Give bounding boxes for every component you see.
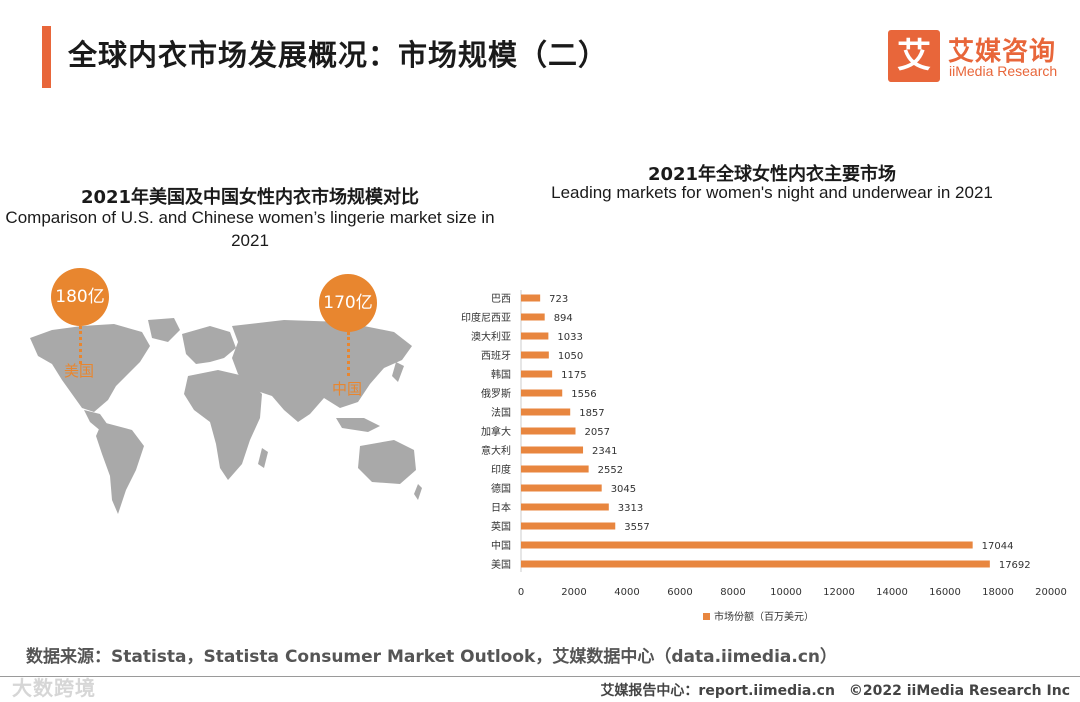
category-label: 德国 <box>491 482 511 495</box>
logo-mark-box <box>888 30 940 82</box>
x-tick-label: 8000 <box>720 587 745 598</box>
category-label: 印度 <box>491 463 511 476</box>
bar <box>521 541 973 549</box>
south-america-shape <box>96 422 144 514</box>
us-map-label: 美国 <box>64 362 95 380</box>
data-label: 723 <box>549 294 568 305</box>
bar <box>521 332 549 340</box>
china-market-size-bubble: 170亿 <box>319 274 377 332</box>
category-label: 俄罗斯 <box>481 387 511 400</box>
category-label: 英国 <box>491 520 511 533</box>
legend-swatch <box>703 613 710 620</box>
category-label: 西班牙 <box>481 350 511 362</box>
footer-divider <box>0 676 1080 677</box>
data-label: 2341 <box>592 446 617 457</box>
category-label: 法国 <box>491 406 511 419</box>
data-label: 3045 <box>611 484 636 495</box>
category-label: 美国 <box>491 558 511 571</box>
asia-shape <box>232 320 412 422</box>
europe-shape <box>182 326 236 364</box>
data-label: 2552 <box>598 465 623 476</box>
category-label: 韩国 <box>491 368 511 381</box>
china-pointer-line <box>347 332 350 376</box>
data-label: 2057 <box>585 427 610 438</box>
right-chart-title-en: Leading markets for women's night and un… <box>551 183 993 202</box>
data-label: 3557 <box>624 522 649 533</box>
x-tick-label: 4000 <box>614 587 639 598</box>
x-tick-label: 10000 <box>770 587 802 598</box>
left-chart-title-cn: 2021年美国及中国女性内衣市场规模对比 <box>80 187 420 208</box>
bar <box>521 408 571 416</box>
category-label: 中国 <box>491 539 511 552</box>
footer-credit: 艾媒报告中心：report.iimedia.cn ©2022 iiMedia R… <box>600 683 1070 699</box>
bar <box>521 294 541 302</box>
right-chart-title-cn: 2021年全球女性内衣主要市场 <box>647 164 897 185</box>
bar <box>521 560 990 568</box>
data-label: 17044 <box>982 541 1014 552</box>
x-tick-label: 2000 <box>561 587 586 598</box>
title-accent-bar <box>42 26 51 88</box>
japan-shape <box>392 362 404 382</box>
bar <box>521 351 549 359</box>
madagascar-shape <box>258 448 268 468</box>
x-tick-label: 12000 <box>823 587 855 598</box>
bar <box>521 427 576 435</box>
us-market-size-bubble: 180亿 <box>51 268 109 326</box>
data-label: 3313 <box>618 503 643 514</box>
bar <box>521 389 563 397</box>
southeast-asia-islands-shape <box>336 418 380 432</box>
category-label: 加拿大 <box>481 425 511 438</box>
left-chart-title-en: Comparison of U.S. and Chinese women’s l… <box>5 208 495 250</box>
category-label: 巴西 <box>491 293 511 305</box>
category-label: 意大利 <box>481 444 511 457</box>
x-tick-label: 0 <box>518 587 524 598</box>
data-label: 1857 <box>579 408 604 419</box>
x-tick-label: 20000 <box>1035 587 1067 598</box>
bar <box>521 503 609 511</box>
watermark-text: 大数跨境 <box>12 676 96 700</box>
data-label: 1175 <box>561 370 586 381</box>
world-map-illustration <box>30 318 422 514</box>
bar <box>521 522 616 530</box>
us-pointer-line <box>79 326 82 364</box>
category-label: 日本 <box>491 501 511 514</box>
data-source-note: 数据来源：Statista，Statista Consumer Market O… <box>26 647 838 667</box>
x-tick-label: 14000 <box>876 587 908 598</box>
category-label: 澳大利亚 <box>471 330 511 343</box>
greenland-shape <box>148 318 180 342</box>
logo-name-en: iiMedia Research <box>949 63 1058 79</box>
x-tick-label: 18000 <box>982 587 1014 598</box>
legend-label: 市场份额（百万美元） <box>714 610 814 623</box>
new-zealand-shape <box>414 484 422 500</box>
logo-mark: 艾 <box>897 36 931 76</box>
logo-name-cn: 艾媒咨询 <box>948 37 1057 67</box>
data-label: 894 <box>554 313 573 324</box>
data-label: 1033 <box>557 332 582 343</box>
australia-shape <box>358 440 416 484</box>
page-title: 全球内衣市场发展概况：市场规模（二） <box>68 38 609 72</box>
leading-markets-bar-chart: 巴西 723 印度尼西亚 894 澳大利亚 1033 西班牙 1050 韩国 1175 俄罗斯 155… <box>461 290 1067 623</box>
iimedia-logo: 艾 艾媒咨询 iiMedia Research <box>888 30 1068 82</box>
bar <box>521 484 602 492</box>
bar <box>521 313 545 321</box>
x-tick-label: 16000 <box>929 587 961 598</box>
bar <box>521 465 589 473</box>
data-label: 1050 <box>558 351 583 362</box>
bar <box>521 446 584 454</box>
data-label: 1556 <box>571 389 596 400</box>
africa-shape <box>184 370 262 480</box>
data-label: 17692 <box>999 560 1031 571</box>
north-america-shape <box>30 324 150 412</box>
x-tick-label: 6000 <box>667 587 692 598</box>
bar <box>521 370 553 378</box>
china-map-label: 中国 <box>332 380 363 398</box>
category-label: 印度尼西亚 <box>461 311 511 324</box>
